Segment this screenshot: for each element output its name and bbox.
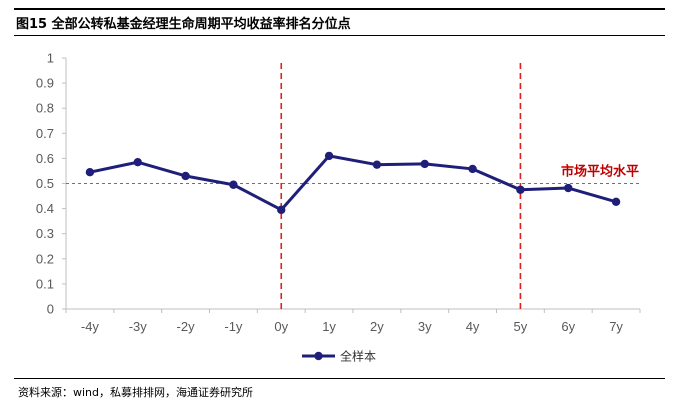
reference-lines: 市场平均水平 [66, 63, 640, 309]
x-tick-label: 4y [466, 319, 480, 334]
x-tick-label: -2y [177, 319, 196, 334]
x-tick-label: 0y [274, 319, 288, 334]
data-point-2y [372, 160, 382, 169]
title-rule [14, 35, 665, 36]
data-point-3y [420, 159, 429, 169]
x-axis: -4y -3y -2y -1y 0y 1y 2y 3y 4y 5y 6y 7y [65, 308, 641, 334]
y-tick-label: 0.5 [36, 176, 54, 191]
data-point-6y [564, 183, 573, 193]
bottom-rule [14, 378, 665, 379]
x-tick-label: 3y [418, 319, 432, 334]
source-note: 资料来源：wind，私募排排网，海通证券研究所 [18, 386, 254, 399]
x-tick-label: -4y [81, 319, 100, 334]
y-tick-label: 0.8 [36, 101, 54, 116]
x-tick-label: 1y [322, 319, 336, 334]
legend-label: 全样本 [340, 349, 376, 364]
y-tick-label: 0.3 [36, 226, 54, 241]
data-point--1y [229, 180, 238, 189]
y-tick-label: 0.6 [36, 151, 54, 166]
data-point--3y [133, 157, 142, 167]
figure-title: 图15 全部公转私基金经理生命周期平均收益率排名分位点 [16, 17, 351, 32]
y-axis: 0 0.1 0.2 0.3 0.4 0.5 0.6 0.7 0.8 0.9 1 [36, 51, 67, 317]
series-line-group [85, 151, 621, 215]
y-tick-label: 0.4 [36, 201, 54, 216]
y-tick-label: 0.7 [36, 126, 54, 141]
top-rule [14, 8, 665, 10]
x-tick-label: 6y [561, 319, 575, 334]
data-point-0y [277, 205, 286, 215]
y-tick-label: 0.9 [36, 76, 54, 91]
data-point-4y [468, 164, 477, 174]
series-line [89, 154, 617, 212]
x-tick-label: -3y [129, 319, 148, 334]
legend: 全样本 [302, 349, 376, 364]
y-tick-label: 0.1 [36, 276, 54, 291]
x-tick-label: 7y [609, 319, 623, 334]
data-point--4y [85, 168, 95, 177]
data-point--2y [181, 171, 190, 181]
x-tick-label: 2y [370, 319, 384, 334]
legend-marker [314, 351, 323, 361]
y-tick-label: 0.2 [36, 251, 54, 266]
data-point-1y [324, 151, 334, 161]
data-point-5y [516, 185, 525, 194]
y-tick-label: 0 [47, 302, 54, 317]
x-tick-label: 5y [514, 319, 528, 334]
x-tick-label: -1y [224, 319, 243, 334]
data-point-7y [611, 197, 621, 207]
market-average-label: 市场平均水平 [561, 164, 639, 180]
y-tick-label: 1 [47, 51, 54, 66]
